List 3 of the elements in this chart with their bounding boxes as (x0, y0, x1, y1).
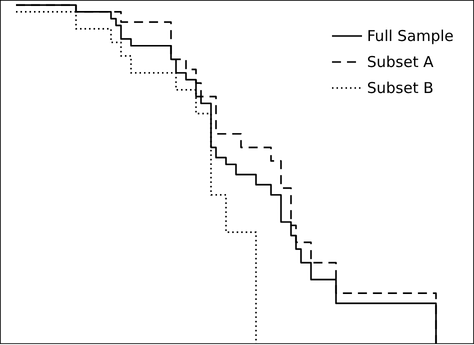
legend-label: Full Sample (367, 27, 454, 45)
legend-label: Subset A (367, 53, 434, 71)
legend-label: Subset B (367, 79, 434, 97)
